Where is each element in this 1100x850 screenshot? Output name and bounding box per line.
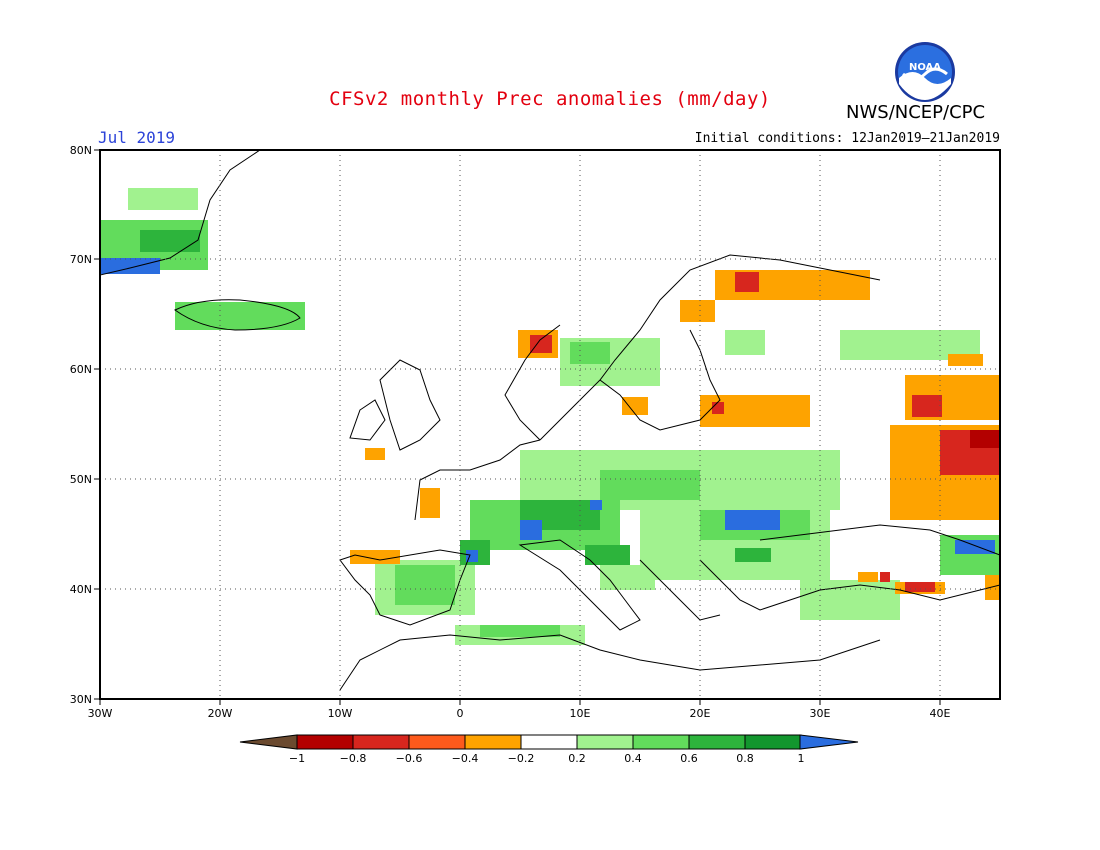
noaa-logo-icon: NOAA	[895, 42, 955, 102]
initial-conditions: Initial conditions: 12Jan2019–21Jan2019	[694, 131, 1000, 146]
month-label: Jul 2019	[98, 128, 176, 147]
agency-label: NWS/NCEP/CPC	[846, 102, 986, 123]
logo-text: NOAA	[909, 62, 941, 73]
lon-tick-label: 40E	[930, 707, 951, 720]
coastline-layer	[100, 150, 1000, 691]
lat-labels: 30N 40N 50N 60N 70N 80N	[70, 144, 92, 706]
legend-label: 1	[798, 752, 805, 765]
legend-color-box	[688, 734, 746, 750]
chart-title: CFSv2 monthly Prec anomalies (mm/day)	[329, 88, 771, 110]
legend-label: −0.8	[340, 752, 367, 765]
lon-tick-label: 10W	[328, 707, 353, 720]
legend-color-box	[744, 734, 802, 750]
lon-tick-label: 30E	[810, 707, 831, 720]
legend-label: 0.8	[736, 752, 754, 765]
legend-label: −0.2	[508, 752, 535, 765]
legend-label: −0.4	[452, 752, 479, 765]
legend-label: 0.6	[680, 752, 698, 765]
legend-color-box	[408, 734, 466, 750]
map-frame	[99, 149, 1001, 700]
legend-color-box	[520, 734, 578, 750]
lat-tick-label: 60N	[70, 363, 92, 376]
lon-tick-label: 0	[457, 707, 464, 720]
legend-color-box	[576, 734, 634, 750]
lon-tick-label: 10E	[570, 707, 591, 720]
lat-tick-label: 30N	[70, 693, 92, 706]
legend-arrow-right	[799, 734, 859, 750]
lon-tick-label: 30W	[88, 707, 113, 720]
legend-label: 0.4	[624, 752, 642, 765]
legend-label: 0.2	[568, 752, 586, 765]
legend-color-box	[464, 734, 522, 750]
legend-color-box	[352, 734, 410, 750]
lat-tick-label: 50N	[70, 473, 92, 486]
legend-color-box	[632, 734, 690, 750]
lon-tick-label: 20W	[208, 707, 233, 720]
legend-color-box	[296, 734, 354, 750]
lon-tick-label: 20E	[690, 707, 711, 720]
legend-label: −0.6	[396, 752, 423, 765]
lat-tick-label: 80N	[70, 144, 92, 157]
legend-arrow-left	[239, 734, 298, 750]
lat-tick-label: 40N	[70, 583, 92, 596]
legend-label: −1	[289, 752, 305, 765]
lon-labels: 30W 20W 10W 0 10E 20E 30E 40E	[88, 707, 951, 720]
grid-layer	[100, 150, 1000, 699]
color-legend: −1 −0.8 −0.6 −0.4 −0.2 0.2 0.4 0.6 0.8 1	[239, 734, 859, 765]
anomaly-fill-layer	[100, 188, 1000, 645]
lat-tick-label: 70N	[70, 253, 92, 266]
